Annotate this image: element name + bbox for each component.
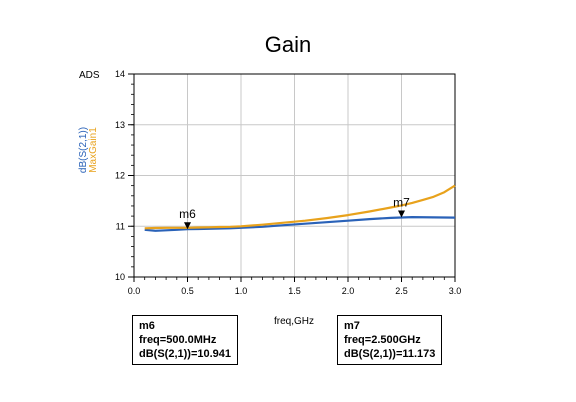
chart-title: Gain <box>265 32 311 57</box>
corner-label: ADS <box>79 70 100 81</box>
y-axis-label-s21: dB(S(2,1)) <box>78 127 89 173</box>
m6-readout-name: m6 <box>139 320 155 332</box>
m7-readout-freq: freq=2.500GHz <box>344 334 421 346</box>
series-line-s21 <box>144 216 456 232</box>
y-tick-label: 11 <box>116 221 125 231</box>
markers: m6 m7 <box>179 195 410 230</box>
marker-m7-label: m7 <box>393 195 410 209</box>
x-tick-label: 0.5 <box>181 286 194 296</box>
series-lines <box>144 184 456 232</box>
marker-readout-m7: m7 freq=2.500GHz dB(S(2,1))=11.173 <box>337 315 443 365</box>
x-tick-label: 0.0 <box>128 286 141 296</box>
m6-readout-freq: freq=500.0MHz <box>139 334 217 346</box>
x-axis-label: freq,GHz <box>274 316 314 327</box>
y-axis-label-maxgain: MaxGain1 <box>88 127 99 173</box>
x-tick-label: 3.0 <box>449 286 462 296</box>
m6-readout-value: dB(S(2,1))=10.941 <box>139 348 232 360</box>
x-tick-label: 1.0 <box>235 286 248 296</box>
m7-readout-name: m7 <box>344 320 360 332</box>
axis-ticks <box>128 73 456 282</box>
series-line-maxgain <box>144 184 456 230</box>
x-tick-label: 1.5 <box>288 286 301 296</box>
marker-readout-m6: m6 freq=500.0MHz dB(S(2,1))=10.941 <box>132 315 239 365</box>
grid <box>134 74 455 277</box>
plot-frame <box>133 73 456 278</box>
y-tick-label: 14 <box>115 69 125 79</box>
y-tick-label: 10 <box>115 272 125 282</box>
tick-labels: 0.0 0.5 1.0 1.5 2.0 2.5 3.0 10 11 12 13 14 <box>115 69 461 296</box>
x-tick-label: 2.5 <box>395 286 408 296</box>
x-tick-label: 2.0 <box>342 286 355 296</box>
m7-readout-value: dB(S(2,1))=11.173 <box>344 348 436 360</box>
marker-m6-triangle <box>184 222 191 230</box>
y-tick-label: 12 <box>115 171 125 181</box>
marker-m7-triangle <box>398 210 405 218</box>
marker-m6-label: m6 <box>179 207 196 221</box>
y-tick-label: 13 <box>115 120 125 130</box>
